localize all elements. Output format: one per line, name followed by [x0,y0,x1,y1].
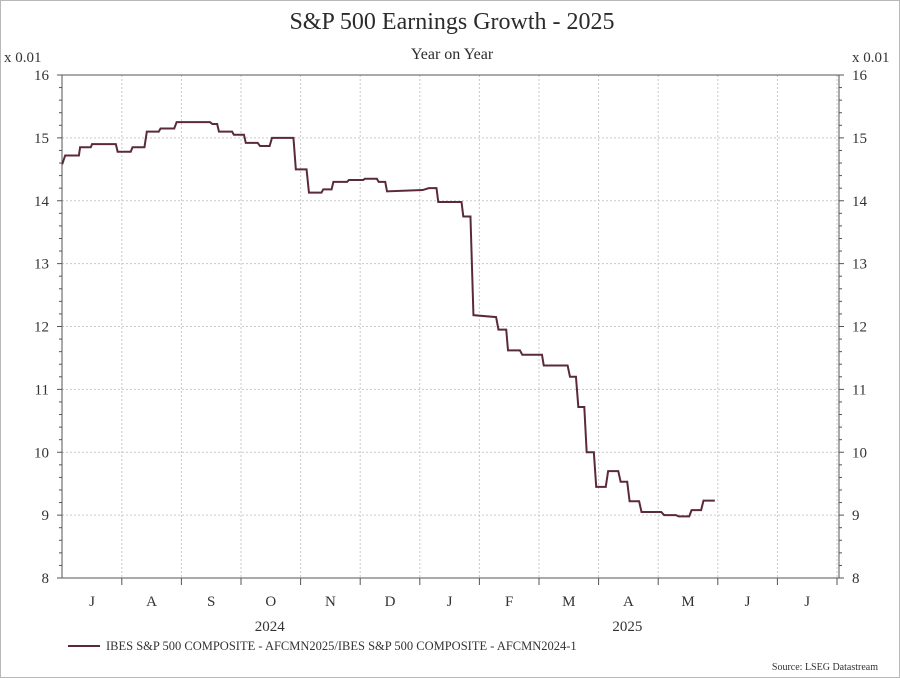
y-tick-label-right: 14 [852,194,868,210]
y-unit-label-right: x 0.01 [852,50,890,66]
y-tick-label-left: 16 [34,68,50,84]
y-tick-label-right: 11 [852,382,866,398]
y-tick-label-right: 15 [852,131,867,147]
y-unit-label-left: x 0.01 [4,50,42,66]
y-tick-label-left: 14 [34,194,50,210]
x-month-label: S [207,594,215,610]
y-tick-label-right: 8 [852,571,860,587]
x-month-label: J [804,594,810,610]
y-tick-label-left: 11 [35,382,49,398]
gridlines [62,75,839,578]
x-month-label: J [745,594,751,610]
x-month-label: D [385,594,396,610]
y-tick-label-right: 12 [852,320,867,336]
series-line [61,121,715,518]
y-tick-label-right: 16 [852,68,868,84]
x-month-label: A [146,594,157,610]
x-month-label: M [681,594,694,610]
x-month-label: O [265,594,276,610]
x-month-label: J [89,594,95,610]
y-tick-label-left: 8 [42,571,50,587]
legend-label: IBES S&P 500 COMPOSITE - AFCMN2025/IBES … [106,639,577,653]
chart-subtitle: Year on Year [411,46,494,63]
y-tick-label-left: 12 [34,320,49,336]
x-month-label: N [325,594,336,610]
y-tick-label-left: 13 [34,257,49,273]
x-month-label: J [447,594,453,610]
y-tick-label-left: 10 [34,445,49,461]
y-tick-label-left: 9 [42,508,50,524]
y-tick-label-right: 10 [852,445,867,461]
chart-title: S&P 500 Earnings Growth - 2025 [289,9,614,35]
x-month-label: A [623,594,634,610]
x-year-label: 2024 [255,619,286,635]
axes: 8 8 9 9 10 10 11 11 12 12 13 13 14 14 15 15 16 16 J A S O N D J F… [34,68,868,635]
x-year-label: 2025 [612,619,642,635]
y-tick-label-left: 15 [34,131,49,147]
y-tick-label-right: 13 [852,257,867,273]
source-note: Source: LSEG Datastream [772,662,878,673]
x-month-label: F [505,594,513,610]
x-month-label: M [562,594,575,610]
y-tick-label-right: 9 [852,508,860,524]
series-layer [61,121,715,518]
